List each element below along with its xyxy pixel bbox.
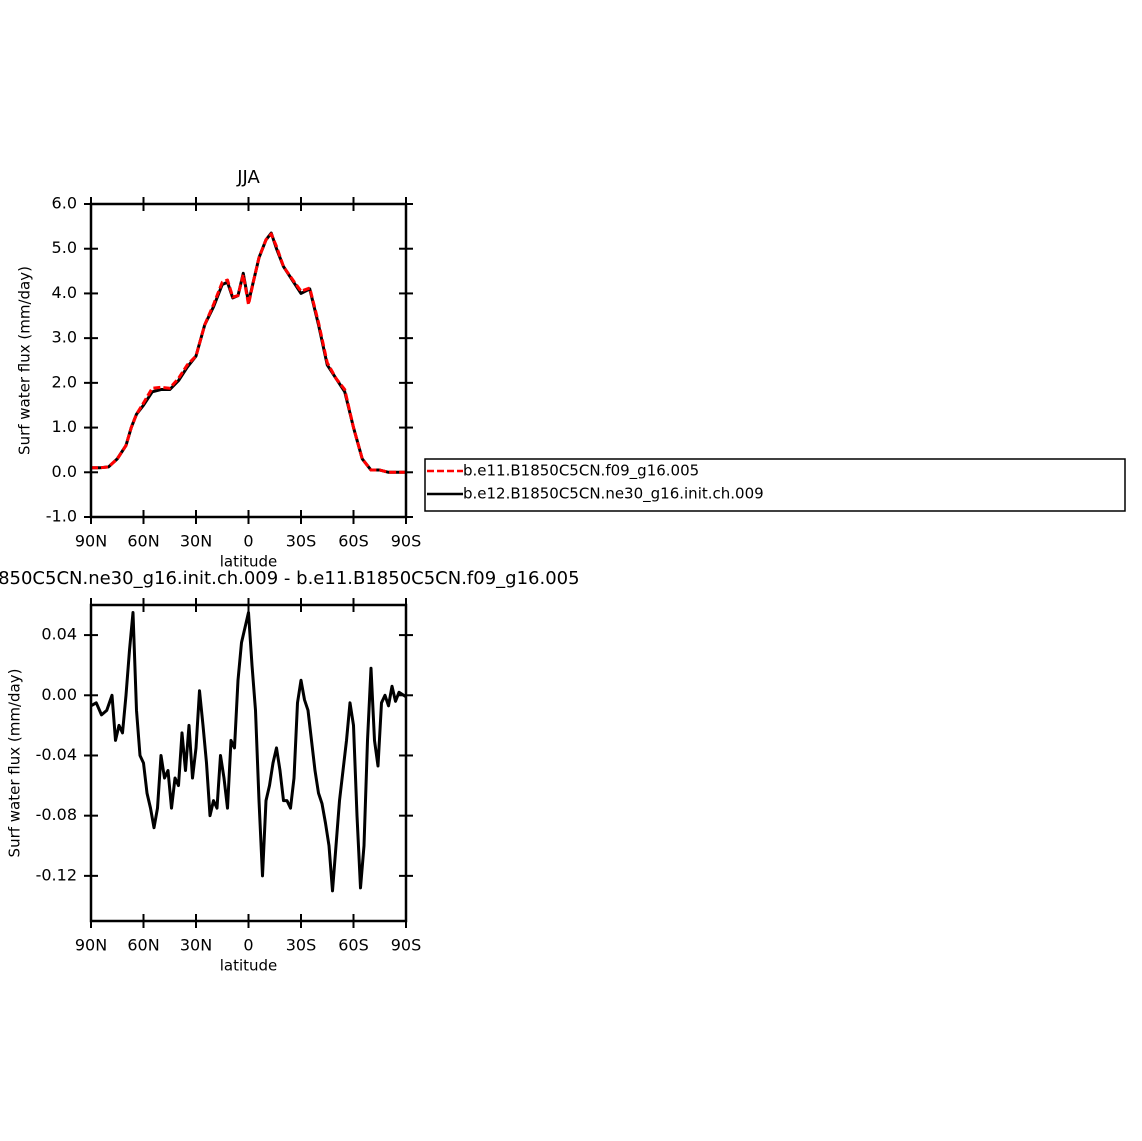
y-tick-label: 2.0 [52,372,77,391]
y-tick-label: 0.0 [52,462,77,481]
y-tick-label: 1.0 [52,417,77,436]
chart-title: JJA [236,167,260,188]
y-tick-label: -0.08 [36,805,77,824]
y-tick-label: 5.0 [52,238,77,257]
plot-frame [89,202,408,519]
y-tick-label: 6.0 [52,194,77,213]
y-tick-label: 0.00 [41,685,77,704]
data-line [90,611,407,893]
plot-frame [89,603,408,923]
x-tick-label: 30N [180,532,212,551]
y-axis-label: Surf water flux (mm/day) [6,669,24,858]
x-tick-label: 0 [243,936,253,955]
legend-box [424,458,1126,512]
y-tick-label: -0.12 [36,865,77,884]
x-tick-label: 0 [243,532,253,551]
chart-title: b.e12.B1850C5CN.ne30_g16.init.ch.009 - b… [0,568,580,589]
x-tick-label: 60S [338,532,369,551]
y-tick-label: -0.04 [36,745,77,764]
y-tick-label: -1.0 [46,507,77,526]
x-axis-label: latitude [220,957,278,975]
x-tick-label: 60N [127,936,159,955]
x-tick-label: 30N [180,936,212,955]
y-tick-label: 3.0 [52,328,77,347]
y-tick-label: 4.0 [52,283,77,302]
legend-label: b.e11.B1850C5CN.f09_g16.005 [463,462,699,481]
x-tick-label: 90N [75,532,107,551]
y-tick-label: 0.04 [41,625,77,644]
x-tick-label: 60S [338,936,369,955]
x-tick-label: 60N [127,532,159,551]
x-tick-label: 30S [286,532,317,551]
data-line [91,232,406,474]
x-tick-label: 90S [391,532,422,551]
x-tick-label: 90N [75,936,107,955]
legend-label: b.e12.B1850C5CN.ne30_g16.init.ch.009 [463,485,764,504]
x-tick-label: 90S [391,936,422,955]
y-axis-label: Surf water flux (mm/day) [16,266,34,455]
x-tick-label: 30S [286,936,317,955]
x-axis-label: latitude [220,553,278,571]
